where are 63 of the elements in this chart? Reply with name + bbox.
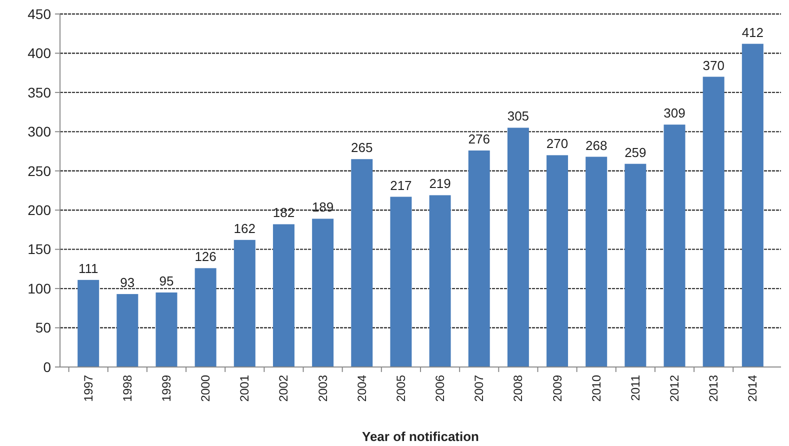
x-tick-label: 2001 (238, 374, 252, 402)
y-tick-label: 0 (43, 358, 52, 375)
data-label: 370 (702, 58, 724, 73)
x-tick-label: 2011 (628, 374, 642, 401)
x-tick-label: 2005 (394, 374, 408, 402)
bar (156, 292, 178, 367)
x-tick-label: 2002 (276, 374, 291, 402)
bar (429, 195, 451, 367)
bar (78, 280, 100, 367)
bar (546, 155, 568, 367)
data-label: 95 (159, 273, 174, 288)
data-label: 265 (351, 140, 373, 156)
x-tick-label: 2012 (668, 374, 682, 402)
data-label: 305 (507, 108, 530, 124)
bar (664, 124, 686, 367)
bar (507, 128, 529, 367)
data-label: 309 (664, 106, 686, 121)
data-label: 276 (468, 131, 490, 146)
x-tick-label: 2009 (550, 374, 564, 402)
y-tick-label: 150 (28, 241, 52, 258)
y-tick-label: 300 (28, 124, 52, 140)
data-label: 111 (78, 260, 98, 276)
y-tick-label: 450 (28, 6, 52, 22)
x-tick-label: 2008 (511, 374, 526, 402)
bar (390, 196, 412, 367)
bar (351, 159, 373, 367)
bar (742, 44, 764, 367)
bar (624, 164, 646, 367)
data-label: 217 (390, 178, 412, 193)
x-tick-label: 2007 (472, 374, 486, 402)
data-label: 126 (194, 249, 216, 264)
y-tick-label: 350 (28, 84, 52, 100)
x-tick-label: 2010 (589, 374, 604, 402)
x-tick-label: 2014 (746, 374, 760, 402)
data-label: 219 (429, 176, 451, 192)
x-tick-label: 1998 (120, 374, 134, 402)
data-label: 268 (586, 138, 608, 153)
x-tick-label: 1997 (81, 374, 96, 402)
bar (272, 224, 294, 367)
x-tick-label: 1999 (159, 374, 174, 402)
y-tick-label: 50 (35, 320, 52, 336)
x-axis-title: Year of notification (362, 429, 480, 444)
x-tick-label: 2006 (433, 374, 448, 402)
bar (702, 76, 724, 367)
data-label: 93 (120, 275, 135, 290)
data-label: 259 (624, 144, 646, 160)
bar (116, 294, 138, 367)
bar (586, 156, 608, 367)
data-label: 412 (742, 24, 764, 40)
y-tick-label: 100 (28, 280, 52, 296)
bar (312, 218, 334, 367)
y-tick-label: 200 (28, 202, 52, 218)
y-tick-label: 250 (28, 162, 52, 179)
bar (468, 150, 490, 367)
bar (194, 268, 216, 367)
bar (234, 240, 256, 367)
data-label: 270 (546, 136, 568, 152)
x-tick-label: 2000 (198, 374, 213, 402)
x-tick-label: 2013 (706, 374, 721, 402)
data-label: 162 (234, 220, 256, 236)
y-tick-label: 400 (28, 45, 52, 62)
x-tick-label: 2003 (316, 374, 330, 402)
x-tick-label: 2004 (354, 374, 369, 402)
